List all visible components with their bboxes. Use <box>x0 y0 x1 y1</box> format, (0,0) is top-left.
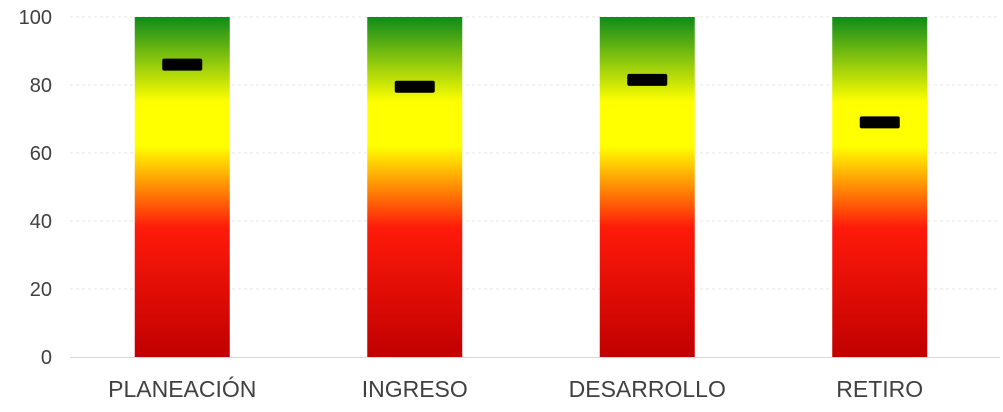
y-tick-label: 60 <box>30 143 52 165</box>
y-axis: 0 20 40 60 80 100 <box>19 7 52 369</box>
y-tick-label: 100 <box>19 7 52 29</box>
x-axis: PLANEACIÓN INGRESO DESARROLLO RETIRO <box>70 358 1000 403</box>
x-tick-label: INGRESO <box>362 376 468 402</box>
marker-ingreso <box>395 81 435 93</box>
y-tick-label: 80 <box>30 75 52 97</box>
y-tick-label: 40 <box>30 211 52 233</box>
marker-retiro <box>860 116 900 128</box>
bar-retiro <box>832 17 927 357</box>
y-tick-label: 20 <box>30 279 52 301</box>
marker-desarrollo <box>627 74 667 86</box>
bars <box>135 17 928 357</box>
target-markers <box>162 59 900 129</box>
x-tick-label: PLANEACIÓN <box>108 376 256 402</box>
bar-desarrollo <box>600 17 695 357</box>
x-tick-label: RETIRO <box>836 376 923 402</box>
y-tick-label: 0 <box>41 347 52 369</box>
bar-ingreso <box>367 17 462 357</box>
marker-planeación <box>162 59 202 71</box>
x-tick-label: DESARROLLO <box>569 376 726 402</box>
